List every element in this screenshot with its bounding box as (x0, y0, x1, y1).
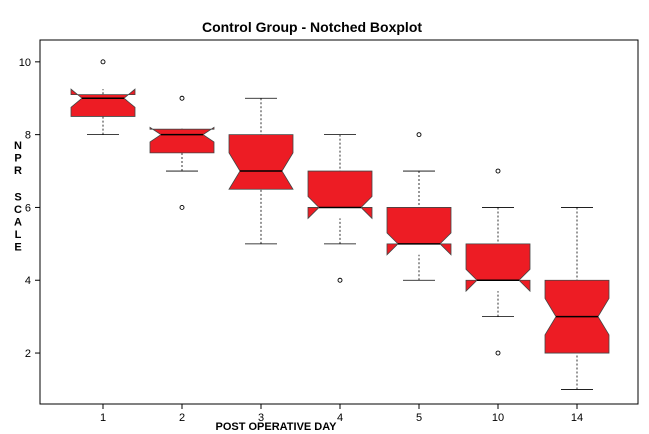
y-tick-label-2: 2 (25, 348, 31, 360)
x-tick-label-1: 1 (100, 412, 106, 424)
outlier-point (337, 277, 343, 283)
outlier-point (495, 168, 501, 174)
x-tick-label-14: 14 (571, 412, 583, 424)
y-axis-label-char: R (14, 165, 22, 177)
x-tick-label-5: 5 (416, 412, 422, 424)
y-axis-label-char: A (14, 217, 22, 229)
outlier-point (179, 95, 185, 101)
box-day-5 (386, 132, 452, 281)
y-axis-label-char: S (14, 192, 21, 204)
outlier-point (495, 350, 501, 356)
y-axis-label-char: P (14, 153, 21, 165)
box-day-4 (307, 134, 373, 283)
y-axis: 2 4 6 8 10 (19, 57, 40, 360)
y-axis-label-char: N (14, 140, 22, 152)
box-body (465, 243, 531, 293)
box-day-2 (149, 95, 215, 210)
box-body (149, 126, 215, 154)
y-tick-label-10: 10 (19, 57, 31, 69)
box-day-10 (465, 168, 531, 356)
x-tick-label-4: 4 (337, 412, 343, 424)
x-axis-label: POST OPERATIVE DAY (215, 421, 337, 433)
outlier-point (179, 204, 185, 210)
box-body (228, 134, 294, 190)
plot-frame (39, 39, 639, 405)
box-body (386, 207, 452, 256)
x-tick-label-10: 10 (492, 412, 504, 424)
y-axis-label-char: E (14, 242, 21, 254)
outlier-point (416, 132, 422, 138)
box-day-1 (70, 59, 136, 136)
y-tick-label-4: 4 (25, 275, 31, 287)
outlier-point (100, 59, 106, 65)
box-body (70, 88, 136, 117)
box-day-14 (544, 207, 610, 390)
x-axis: 1 2 3 4 5 10 14 (100, 404, 583, 424)
box-body (307, 170, 373, 220)
x-tick-label-3: 3 (258, 412, 264, 424)
chart-title: Control Group - Notched Boxplot (202, 19, 422, 35)
y-axis-label-char: C (14, 204, 22, 216)
boxes-group (70, 59, 610, 390)
x-tick-label-2: 2 (179, 412, 185, 424)
y-axis-label-char: L (15, 229, 22, 241)
y-tick-label-8: 8 (25, 130, 31, 142)
y-tick-label-6: 6 (25, 202, 31, 214)
box-day-3 (228, 97, 294, 245)
